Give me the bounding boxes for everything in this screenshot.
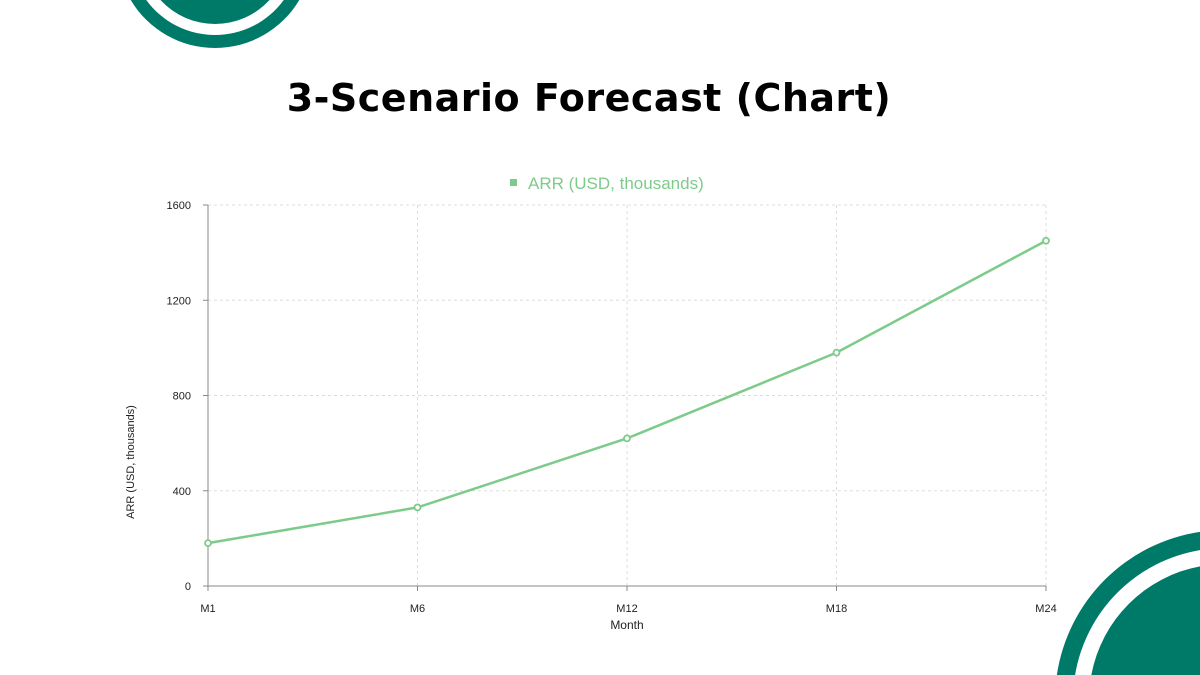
legend-swatch <box>510 179 517 186</box>
legend-label: ARR (USD, thousands) <box>528 174 704 193</box>
y-tick-label: 400 <box>173 486 191 498</box>
x-tick-label: M12 <box>616 603 637 615</box>
inner-disk <box>1091 566 1200 675</box>
x-tick-label: M24 <box>1035 603 1056 615</box>
data-point <box>1042 236 1050 245</box>
data-point <box>413 503 422 512</box>
series-arr <box>204 236 1050 548</box>
x-tick-label: M1 <box>200 603 215 615</box>
x-tick-label: M6 <box>410 603 425 615</box>
data-point <box>623 434 631 443</box>
data-point <box>832 348 841 357</box>
inner-disk <box>160 0 270 25</box>
bottom-right-circle-decoration <box>1056 531 1200 675</box>
y-axis-label: ARR (USD, thousands) <box>125 405 137 519</box>
tick-labels: 0 400 800 1200 1600 M1 M6 M12 M18 M24 <box>167 200 1057 615</box>
axes <box>203 204 1047 591</box>
top-left-circle-decoration <box>130 0 300 48</box>
grid-lines <box>208 204 1047 586</box>
slide-title: 3-Scenario Forecast (Chart) <box>286 76 892 120</box>
y-tick-label: 0 <box>185 581 191 593</box>
legend[interactable]: ARR (USD, thousands) <box>510 174 704 193</box>
y-tick-label: 800 <box>173 391 191 403</box>
y-tick-label: 1600 <box>167 200 191 212</box>
x-axis-label: Month <box>610 618 643 632</box>
y-tick-label: 1200 <box>167 295 191 307</box>
data-point <box>204 539 212 548</box>
x-tick-label: M18 <box>826 603 847 615</box>
